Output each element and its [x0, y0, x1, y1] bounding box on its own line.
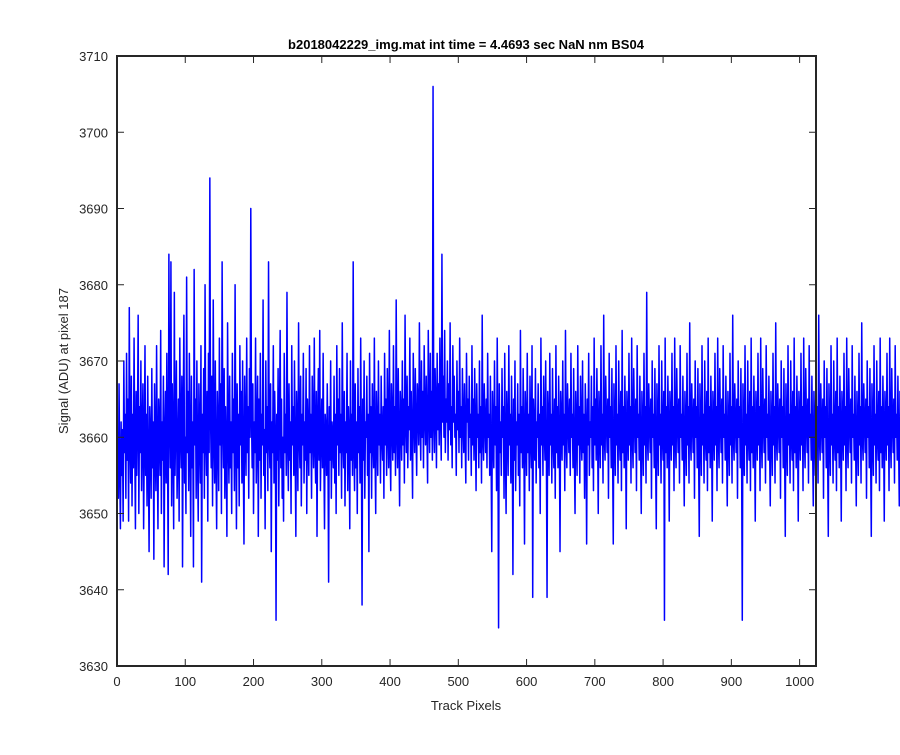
x-tick-label: 700 [584, 674, 606, 689]
tick-layer: 0 100 200 300 400 500 600 700 800 900 1000 3630 3640… [79, 49, 816, 689]
series-line-signal [116, 85, 900, 629]
y-tick-label: 3630 [79, 659, 108, 674]
chart-title: b2018042229_img.mat int time = 4.4693 se… [288, 37, 645, 52]
series-layer [116, 85, 900, 629]
y-tick-label: 3700 [79, 125, 108, 140]
y-tick-label: 3670 [79, 354, 108, 369]
x-tick-label: 200 [243, 674, 265, 689]
y-tick-label: 3660 [79, 430, 108, 445]
y-tick-label: 3650 [79, 507, 108, 522]
x-tick-label: 400 [379, 674, 401, 689]
y-tick-label: 3690 [79, 202, 108, 217]
x-tick-label: 900 [721, 674, 743, 689]
x-tick-label: 500 [447, 674, 469, 689]
y-tick-label: 3710 [79, 49, 108, 64]
x-tick-label: 0 [113, 674, 120, 689]
x-tick-label: 600 [516, 674, 538, 689]
axes-box [116, 55, 817, 667]
x-tick-label: 100 [174, 674, 196, 689]
x-tick-label: 800 [652, 674, 674, 689]
x-axis-label: Track Pixels [431, 698, 502, 713]
x-tick-label: 1000 [785, 674, 814, 689]
y-tick-label: 3680 [79, 278, 108, 293]
x-tick-label: 300 [311, 674, 333, 689]
y-axis-label: Signal (ADU) at pixel 187 [56, 288, 71, 434]
y-tick-label: 3640 [79, 583, 108, 598]
